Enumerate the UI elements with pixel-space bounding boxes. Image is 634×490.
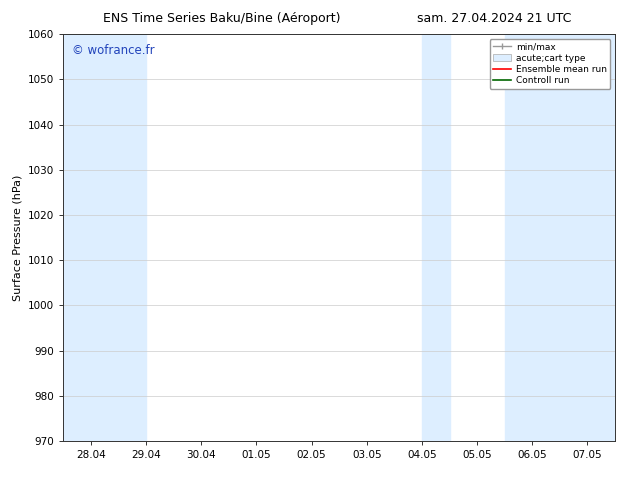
Text: sam. 27.04.2024 21 UTC: sam. 27.04.2024 21 UTC	[417, 12, 572, 25]
Bar	[63, 34, 146, 441]
Bar	[505, 34, 615, 441]
Text: ENS Time Series Baku/Bine (Aéroport): ENS Time Series Baku/Bine (Aéroport)	[103, 12, 340, 25]
Legend: min/max, acute;cart type, Ensemble mean run, Controll run: min/max, acute;cart type, Ensemble mean …	[489, 39, 611, 89]
Y-axis label: Surface Pressure (hPa): Surface Pressure (hPa)	[13, 174, 23, 301]
Text: © wofrance.fr: © wofrance.fr	[72, 45, 154, 57]
Bar	[422, 34, 450, 441]
